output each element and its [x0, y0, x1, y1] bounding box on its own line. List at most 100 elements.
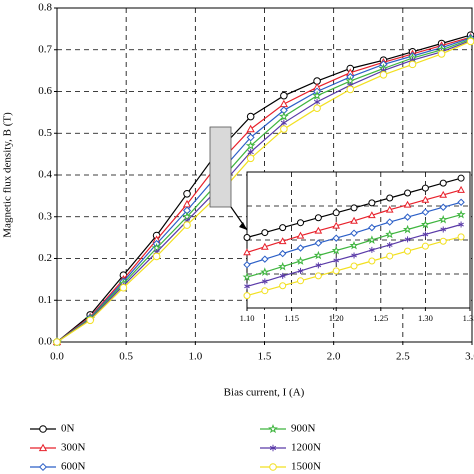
marker [466, 37, 474, 46]
x-tick-label: 1.20 [329, 313, 344, 323]
marker [296, 244, 305, 252]
marker [243, 292, 251, 300]
y-tick-label: 0.3 [38, 210, 52, 222]
x-tick-label: 0.5 [119, 351, 133, 363]
marker [312, 90, 322, 100]
marker [242, 272, 252, 282]
marker [261, 255, 269, 263]
legend-marker [269, 444, 277, 452]
marker [278, 111, 289, 121]
marker [386, 194, 394, 202]
marker [332, 209, 340, 217]
marker [314, 272, 322, 280]
marker [86, 316, 94, 325]
y-tick-label: 0.4 [38, 169, 52, 181]
marker [421, 242, 429, 250]
legend-label: 300N [61, 442, 86, 454]
marker [261, 229, 269, 237]
series-line [56, 37, 471, 343]
marker [246, 124, 255, 133]
marker [439, 179, 447, 187]
legend-label: 1200N [291, 442, 321, 454]
y-tick-label: 0.2 [38, 252, 52, 264]
series-line [56, 36, 471, 343]
marker [279, 224, 287, 232]
marker [313, 104, 321, 112]
marker [278, 261, 288, 271]
x-tick-label: 1.35 [463, 313, 474, 323]
x-tick-label: 1.5 [258, 351, 272, 363]
marker [369, 246, 375, 253]
legend-marker [38, 462, 48, 472]
marker [280, 119, 287, 127]
x-tick-label: 2.5 [396, 351, 410, 363]
marker [261, 278, 268, 285]
marker [332, 267, 340, 275]
marker [244, 283, 250, 290]
marker [457, 185, 465, 193]
marker [313, 98, 321, 106]
y-tick-label: 0.0 [38, 336, 52, 348]
marker [297, 267, 304, 274]
marker [403, 213, 412, 221]
marker [333, 257, 340, 264]
x-axis-label: Bias current, I (A) [224, 387, 305, 399]
legend-label: 900N [291, 423, 316, 435]
marker [243, 248, 251, 256]
marker [367, 235, 377, 244]
marker [422, 231, 429, 238]
marker [314, 239, 323, 247]
legend-marker [38, 443, 48, 452]
marker [315, 262, 322, 269]
marker [260, 242, 269, 250]
marker [314, 214, 322, 222]
marker [457, 233, 465, 241]
x-tick-label: 2.0 [327, 351, 341, 363]
marker [314, 226, 323, 234]
marker [247, 148, 254, 156]
marker [280, 91, 288, 100]
x-tick-label: 1.0 [188, 351, 202, 363]
marker [332, 234, 340, 242]
legend-label: 1500N [291, 461, 321, 473]
y-axis-label: Magnetic flux density, B (T) [2, 112, 14, 238]
marker [332, 221, 341, 229]
series-line [56, 38, 471, 343]
marker [421, 184, 429, 192]
marker [331, 245, 341, 255]
marker [439, 203, 447, 211]
marker [260, 267, 270, 277]
marker [183, 221, 191, 229]
marker [368, 211, 376, 219]
inset: 1.10 1.15 1.20 1.25 1.30 1.35 [240, 171, 474, 323]
marker [261, 287, 269, 295]
marker [457, 198, 465, 206]
marker [53, 338, 61, 346]
marker [402, 224, 413, 234]
marker [386, 252, 394, 260]
marker [246, 154, 255, 163]
legend: 0N 300N 600N 900N 1200N 1500N [30, 423, 321, 473]
marker [245, 140, 256, 150]
marker [350, 229, 358, 237]
marker [368, 199, 376, 207]
marker [456, 209, 466, 219]
marker [368, 257, 376, 265]
legend-marker [39, 425, 47, 433]
marker [351, 252, 357, 259]
marker [440, 226, 447, 233]
marker [437, 50, 446, 58]
x-tick-label: 1.30 [418, 313, 433, 323]
marker [243, 261, 251, 269]
marker [368, 223, 376, 232]
legend-marker [268, 423, 278, 434]
legend-label: 0N [61, 423, 75, 435]
marker [183, 189, 191, 198]
legend-label: 600N [61, 461, 86, 473]
x-tick-label: 3.0 [465, 351, 474, 363]
series-line [56, 40, 471, 343]
marker [379, 71, 388, 79]
marker [346, 85, 355, 94]
zoom-region [209, 126, 232, 208]
